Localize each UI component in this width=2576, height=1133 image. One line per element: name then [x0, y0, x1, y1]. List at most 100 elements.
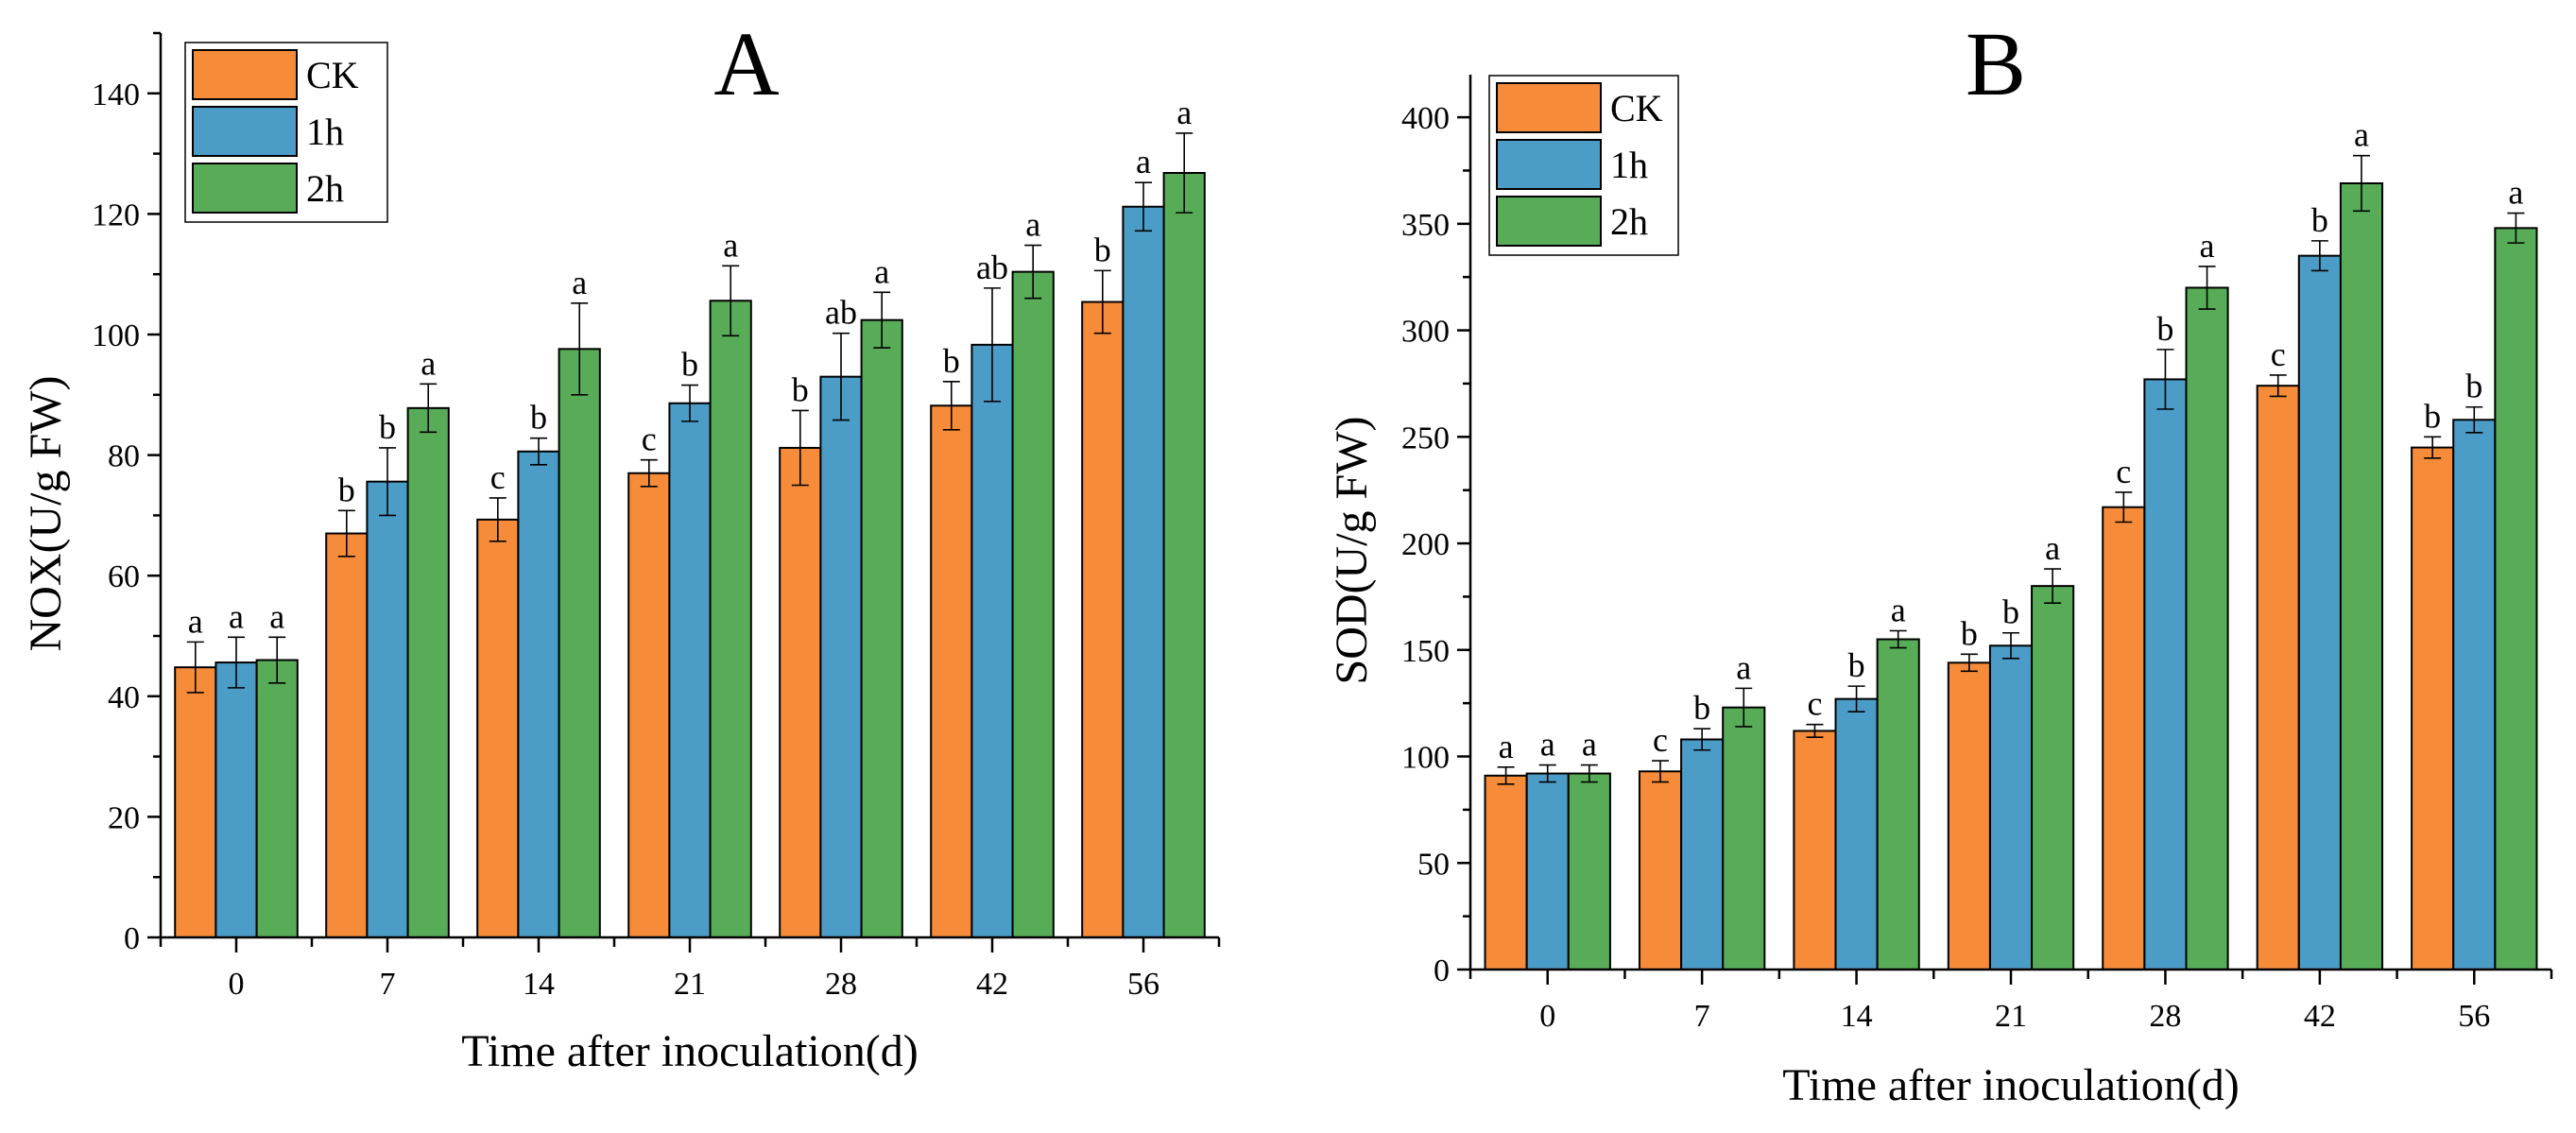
panel-0-y-tick-label-100: 100	[92, 318, 140, 353]
panel-0-y-tick-label-80: 80	[108, 439, 140, 474]
panel-0-x-tick-label-0: 0	[229, 967, 245, 1002]
panel-0-error-bar-CK-14	[489, 497, 507, 542]
panel-0-bar-2h-21	[709, 300, 752, 939]
panel-0-bar-2h-42	[1011, 270, 1055, 938]
panel-1-bar-1h-21	[1988, 644, 2034, 970]
panel-0-sig-label-CK-42: b	[943, 342, 960, 380]
panel-0-x-tick-label-42: 42	[976, 967, 1008, 1002]
panel-0-legend-label-CK: CK	[306, 54, 359, 96]
panel-1-x-tick-label-42: 42	[2304, 999, 2336, 1034]
panel-1-bar-CK-0	[1484, 774, 1528, 970]
panel-1-sig-label-2h-56: a	[2508, 174, 2523, 212]
panel-0-bar-CK-14	[476, 518, 520, 939]
panel-1-sig-label-1h-14: b	[1848, 646, 1865, 684]
panel-0-y-tick-label-60: 60	[108, 559, 140, 594]
panel-1-y-tick-label-200: 200	[1401, 527, 1450, 562]
panel-0-x-tick-label-7: 7	[380, 967, 396, 1002]
panel-0-sig-label-2h-28: a	[874, 252, 889, 290]
panel-1-error-bar-2h-21	[2044, 568, 2062, 604]
panel-1-y-tick-label-50: 50	[1417, 847, 1450, 882]
panel-1-error-bar-2h-42	[2352, 154, 2370, 213]
panel-1-y-tick-label-250: 250	[1401, 421, 1450, 455]
panel-0-bar-CK-21	[627, 472, 671, 938]
panel-0-bar-1h-0	[215, 661, 258, 939]
panel-1-sig-label-2h-0: a	[1582, 726, 1597, 764]
panel-0-sig-label-2h-42: a	[1025, 206, 1040, 244]
panel-1-legend-label-CK: CK	[1610, 87, 1663, 129]
panel-0-y-axis-label: NOX(U/g FW)	[21, 376, 71, 652]
panel-1-error-bar-2h-7	[1735, 687, 1753, 728]
panel-1-legend-label-1h: 1h	[1610, 144, 1648, 186]
panel-0-error-bar-2h-0	[268, 636, 286, 684]
panel-1-bar-CK-14	[1793, 730, 1837, 971]
panel-1-error-bar-1h-42	[2310, 240, 2328, 272]
panel-0-error-bar-CK-28	[791, 409, 809, 487]
panel-0-sig-label-2h-14: a	[572, 264, 587, 301]
panel-1-sig-label-1h-42: b	[2311, 201, 2328, 239]
panel-1-sig-label-CK-0: a	[1499, 728, 1514, 765]
panel-0-error-bar-CK-56	[1093, 269, 1111, 335]
panel-0-error-bar-2h-7	[420, 383, 438, 434]
panel-0-bar-2h-0	[255, 659, 299, 939]
panel-0-bar-CK-56	[1081, 300, 1125, 939]
panel-1-legend-swatch-2h	[1496, 196, 1602, 247]
panel-1-error-bar-CK-21	[1960, 653, 1978, 673]
panel-0-legend-swatch-1h	[192, 106, 298, 157]
panel-0-x-axis-label: Time after inoculation(d)	[461, 1026, 918, 1076]
panel-1-error-bar-2h-0	[1580, 764, 1598, 783]
panel-0-legend-swatch-CK	[192, 49, 298, 100]
panel-0-sig-label-CK-0: a	[188, 602, 203, 640]
panel-1-error-bar-1h-7	[1693, 728, 1711, 751]
panel-0-sig-label-1h-14: b	[530, 399, 547, 437]
panel-0-y-tick-label-120: 120	[92, 197, 140, 232]
panel-1-bar-1h-56	[2452, 419, 2497, 970]
panel-0-x-tick-label-14: 14	[523, 967, 555, 1002]
panel-1-bar-1h-7	[1680, 738, 1725, 970]
panel-1-error-bar-2h-14	[1889, 629, 1907, 649]
panel-0-bar-2h-28	[860, 318, 903, 938]
panel-1-sig-label-2h-14: a	[1891, 591, 1906, 628]
panel-1-error-bar-2h-56	[2507, 212, 2525, 244]
panel-1-x-axis-label: Time after inoculation(d)	[1782, 1060, 2239, 1110]
panel-0-error-bar-CK-7	[337, 509, 355, 558]
panel-0-error-bar-CK-21	[640, 458, 658, 488]
panel-0-bar-CK-28	[779, 446, 822, 939]
panel-0-sig-label-CK-14: c	[490, 458, 506, 496]
panel-0-bar-1h-21	[668, 402, 712, 938]
panel-1-y-tick-label-0: 0	[1434, 953, 1450, 988]
panel-1-sig-label-2h-7: a	[1736, 648, 1751, 686]
panel-0-sig-label-1h-28: ab	[825, 294, 857, 332]
panel-1-sig-label-1h-0: a	[1540, 726, 1555, 764]
panel-1-legend-swatch-CK	[1496, 82, 1602, 133]
panel-1-sig-label-CK-28: c	[2116, 453, 2131, 490]
panel-1-x-tick-label-56: 56	[2458, 999, 2490, 1034]
panel-1-x-tick-label-21: 21	[1995, 999, 2027, 1034]
panel-0-bar-1h-28	[819, 375, 863, 939]
panel-0-bar-2h-7	[406, 406, 450, 938]
panel-1-bar-1h-28	[2143, 378, 2188, 970]
panel-0-x-tick-label-56: 56	[1127, 967, 1159, 1002]
panel-1-sig-label-2h-42: a	[2354, 116, 2369, 154]
panel-1-bar-CK-56	[2411, 446, 2455, 971]
panel-1-sig-label-CK-7: c	[1653, 721, 1668, 759]
panel-b: a ccbccbabbbbbbaaaaaaa0501001502002503003…	[1327, 13, 2553, 1110]
panel-0-sig-label-1h-21: b	[681, 346, 698, 384]
panel-0-error-bar-1h-14	[530, 437, 547, 466]
panel-1-error-bar-1h-0	[1538, 764, 1556, 783]
panel-1-error-bar-CK-7	[1652, 760, 1670, 783]
panel-0-error-bar-2h-21	[722, 265, 740, 337]
panel-1-bar-2h-42	[2339, 181, 2384, 970]
panel-1-error-bar-1h-56	[2465, 405, 2483, 434]
panel-1-error-bar-CK-28	[2115, 491, 2133, 524]
panel-1-sig-label-CK-14: c	[1807, 685, 1822, 723]
panel-1-sig-label-2h-28: a	[2200, 227, 2215, 265]
panel-0-sig-label-2h-56: a	[1176, 94, 1192, 131]
panel-0-x-tick-label-21: 21	[674, 967, 706, 1002]
panel-0-x-tick-label-28: 28	[825, 967, 857, 1002]
panel-0-y-tick-label-0: 0	[124, 921, 140, 956]
panel-1-legend-swatch-1h	[1496, 139, 1602, 190]
panel-0-bar-1h-42	[970, 343, 1014, 938]
panel-0-y-tick-label-40: 40	[108, 680, 140, 715]
panel-0-sig-label-1h-0: a	[229, 597, 244, 635]
